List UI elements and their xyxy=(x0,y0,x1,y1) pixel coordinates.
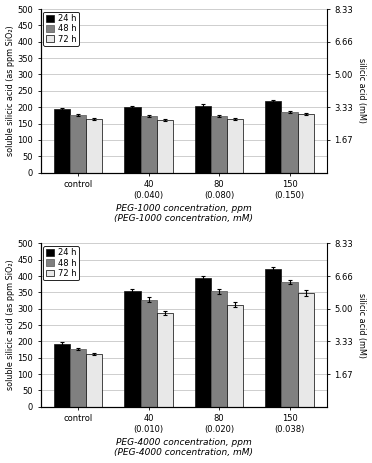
Bar xyxy=(124,291,141,407)
Bar xyxy=(54,109,70,173)
Bar xyxy=(227,305,243,407)
Bar xyxy=(70,349,86,407)
Bar xyxy=(265,269,282,407)
Bar xyxy=(54,344,70,407)
Bar xyxy=(124,107,141,173)
Legend: 24 h, 48 h, 72 h: 24 h, 48 h, 72 h xyxy=(44,246,78,280)
Bar xyxy=(195,278,211,407)
Bar xyxy=(211,116,227,173)
Bar xyxy=(265,101,282,173)
Bar xyxy=(86,354,102,407)
Bar xyxy=(141,300,157,407)
Bar xyxy=(195,106,211,173)
X-axis label: PEG-4000 concentration, ppm
(PEG-4000 concentration, mM): PEG-4000 concentration, ppm (PEG-4000 co… xyxy=(114,438,253,457)
Y-axis label: silicic acid (mM): silicic acid (mM) xyxy=(357,293,366,357)
Bar xyxy=(70,115,86,173)
Bar xyxy=(227,119,243,173)
Bar xyxy=(298,293,314,407)
Bar xyxy=(141,116,157,173)
Bar xyxy=(211,291,227,407)
Bar xyxy=(282,112,298,173)
Legend: 24 h, 48 h, 72 h: 24 h, 48 h, 72 h xyxy=(44,12,78,46)
Bar xyxy=(86,119,102,173)
Y-axis label: soluble silicic acid (as ppm SiO₂): soluble silicic acid (as ppm SiO₂) xyxy=(6,260,15,390)
Bar xyxy=(157,313,173,407)
Y-axis label: soluble silicic acid (as ppm SiO₂): soluble silicic acid (as ppm SiO₂) xyxy=(6,25,15,156)
X-axis label: PEG-1000 concentration, ppm
(PEG-1000 concentration, mM): PEG-1000 concentration, ppm (PEG-1000 co… xyxy=(114,204,253,223)
Bar xyxy=(282,282,298,407)
Y-axis label: silicic acid (mM): silicic acid (mM) xyxy=(357,58,366,123)
Bar xyxy=(298,114,314,173)
Bar xyxy=(157,119,173,173)
